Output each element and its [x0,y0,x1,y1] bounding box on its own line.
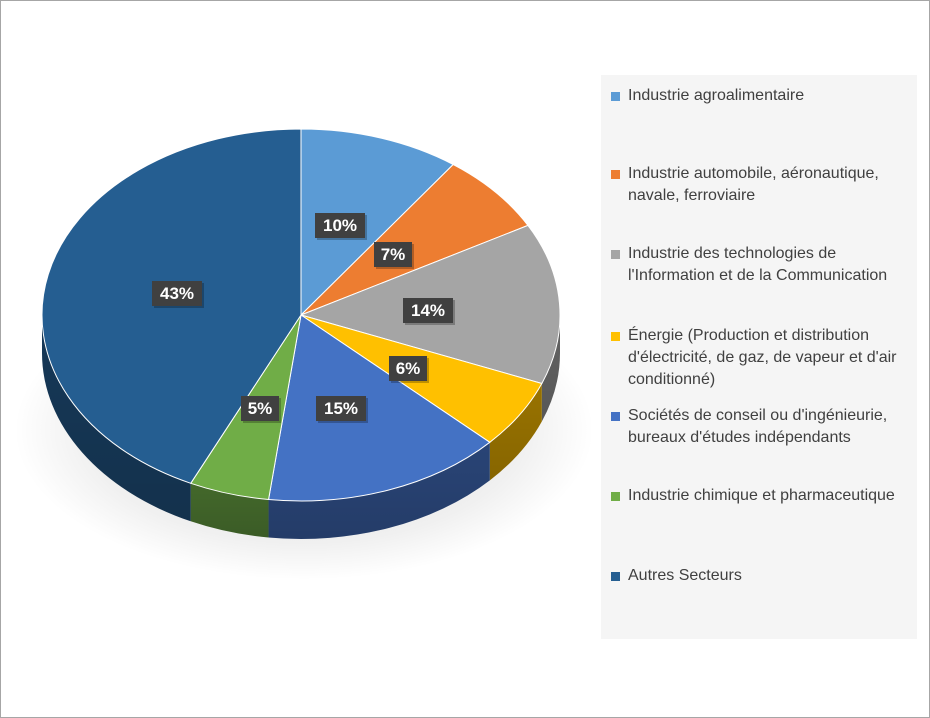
slice-1-data-label-text: 10% [323,216,357,235]
legend-entry-1: Industrie agroalimentaire [611,85,913,107]
legend-label: Industrie agroalimentaire [628,87,805,104]
legend-entry-5: Sociétés de conseil ou d'ingénieurie, bu… [611,405,913,449]
legend-label: Industrie des technologies de l'Informat… [628,245,888,284]
legend-label: Énergie (Production et distribution d'él… [628,327,897,388]
slice-4-side-shade [489,383,542,481]
slice-7-data-label: 43% [152,281,204,308]
legend-swatch [611,412,620,421]
legend-swatch [611,572,620,581]
slice-5-data-label: 15% [316,396,368,423]
legend-swatch [611,92,620,101]
slice-7-data-label-text: 43% [160,284,194,303]
slice-6-data-label: 5% [241,396,281,423]
slice-4-data-label-text: 6% [396,359,421,378]
slice-2-data-label: 7% [374,242,414,269]
slice-2-data-label-text: 7% [381,245,406,264]
slice-5-wedge [268,314,491,502]
legend-swatch [611,332,620,341]
legend-label: Sociétés de conseil ou d'ingénieurie, bu… [628,407,888,446]
slice-2-wedge [300,164,529,316]
slice-3-data-label: 14% [403,298,455,325]
slice-7-side-shade [42,315,191,522]
legend-swatch [611,170,620,179]
slice-5-data-label-text: 15% [324,399,358,418]
legend-swatch [611,492,620,501]
legend-entry-7: Autres Secteurs [611,565,913,587]
slice-1-data-label: 10% [315,213,367,240]
legend-entry-2: Industrie automobile, aéronautique, nava… [611,163,913,207]
slice-6-data-label-text: 5% [248,399,273,418]
legend-label: Industrie chimique et pharmaceutique [628,487,895,504]
legend-label: Autres Secteurs [628,567,742,584]
legend-entry-3: Industrie des technologies de l'Informat… [611,243,913,287]
legend-entry-4: Énergie (Production et distribution d'él… [611,325,913,391]
legend-entry-6: Industrie chimique et pharmaceutique [611,485,913,507]
slice-3-data-label-text: 14% [411,301,445,320]
slice-7-wedge [41,128,302,484]
slice-4-data-label: 6% [389,356,429,383]
slice-1-wedge [300,128,454,316]
legend: Industrie agroalimentaire Industrie autom… [601,75,917,639]
slice-3-side-shade [541,315,560,422]
slice-5-side-shade [268,442,490,539]
slice-6-side-shade [190,483,269,538]
legend-label: Industrie automobile, aéronautique, nava… [628,165,879,204]
legend-swatch [611,250,620,259]
